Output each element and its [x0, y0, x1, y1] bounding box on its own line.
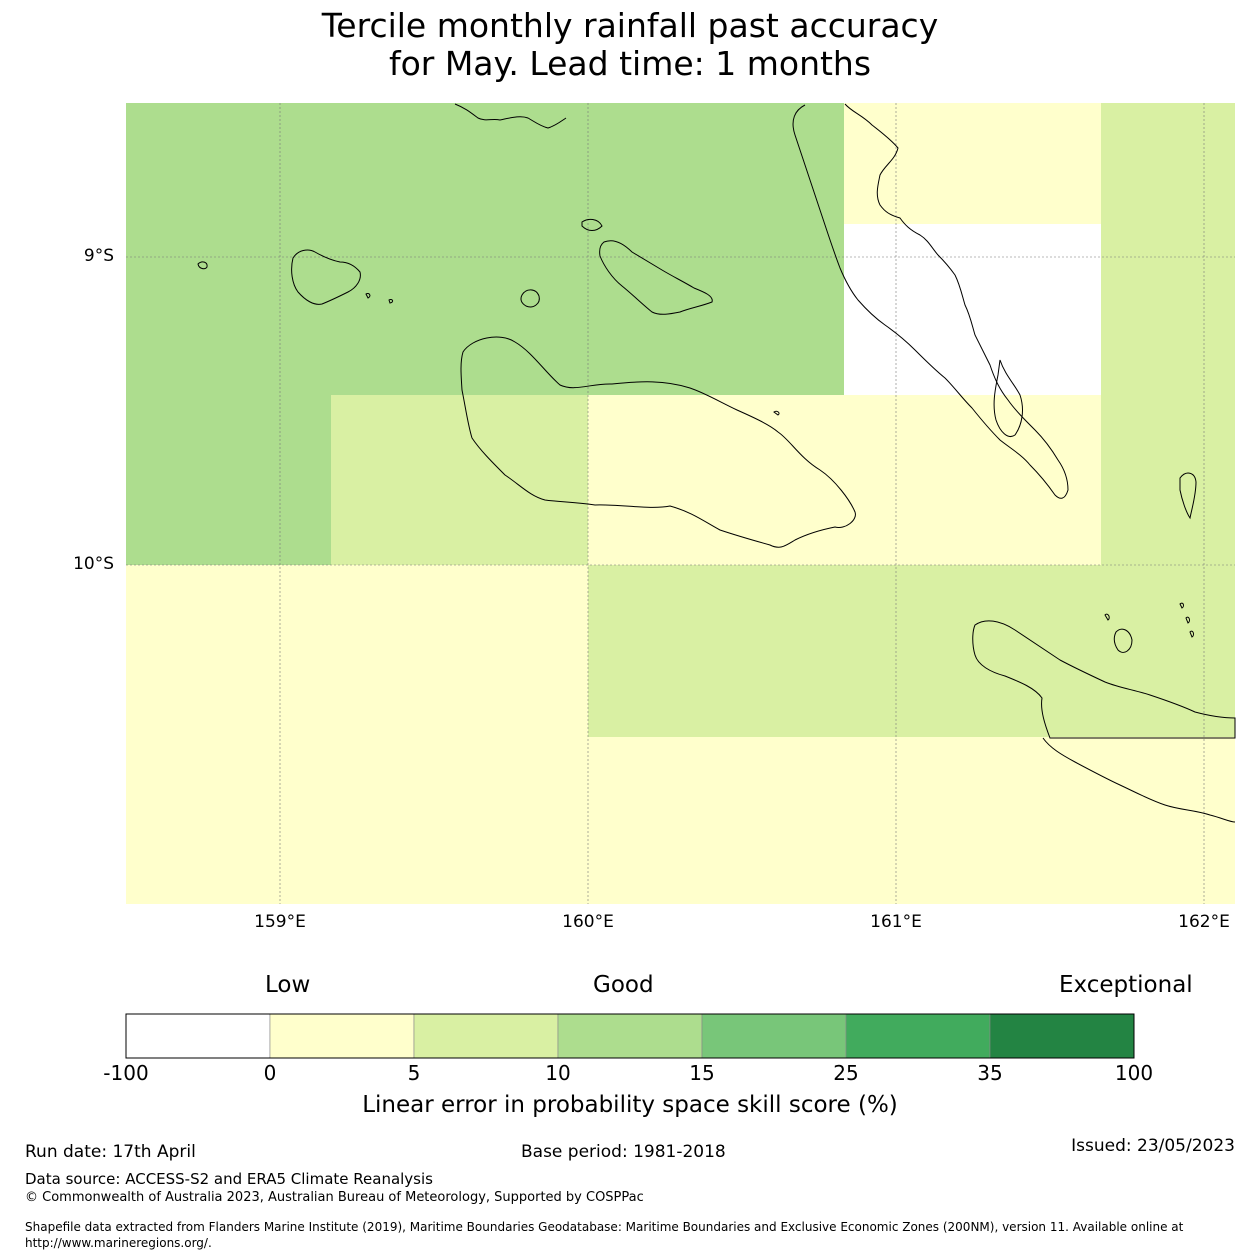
lon-label-162e: 162°E — [1178, 912, 1230, 932]
guadalcanal-coast — [460, 336, 856, 548]
cell-south-lightgreen — [588, 565, 1235, 737]
colorbar-tick-35: 35 — [977, 1061, 1003, 1085]
russell-islet-3 — [388, 298, 394, 304]
islet-c — [1185, 616, 1190, 624]
cell-se-yellow — [588, 737, 1235, 904]
coastlines — [197, 103, 1236, 823]
shapefile-credit-line2: http://www.marineregions.org/. — [25, 1236, 212, 1250]
map-title-line1: Tercile monthly rainfall past accuracy — [321, 6, 939, 45]
colorbar-tick-5: 5 — [407, 1061, 421, 1085]
map-title-line2: for May. Lead time: 1 months — [388, 44, 872, 83]
colorbar-header-low: Low — [265, 972, 311, 998]
sikaiana-islet — [1179, 472, 1197, 520]
colorbar-header-good: Good — [593, 972, 654, 998]
cell-ne-yellow — [844, 103, 1101, 224]
lat-label-9s: 9°S — [83, 246, 114, 266]
savo-island-coast — [520, 289, 540, 308]
florida-islands-main — [599, 240, 713, 315]
gridlines — [126, 103, 1235, 904]
islet-a — [1104, 613, 1110, 621]
colorbar-label: Linear error in probability space skill … — [362, 1092, 898, 1118]
cell-mid-lightgreen — [331, 395, 588, 565]
malaita-south-coast — [993, 359, 1023, 437]
colorbar-tick-10: 10 — [545, 1061, 571, 1085]
base-period: Base period: 1981-2018 — [521, 1142, 726, 1162]
colorbar-tick-25: 25 — [833, 1061, 859, 1085]
cell-west-green — [126, 103, 331, 565]
isabel-coast — [454, 103, 567, 129]
florida-islands-coast — [581, 218, 603, 231]
russell-islet-2 — [365, 293, 371, 299]
colorbar-tick-100: 100 — [1114, 1061, 1154, 1085]
colorbar-tick-15: 15 — [689, 1061, 715, 1085]
russell-islands-coast — [291, 249, 361, 305]
colorbar-header-exceptional: Exceptional — [1059, 972, 1193, 998]
islet-e — [773, 410, 780, 416]
makira-coast — [972, 620, 1236, 739]
shapefile-credit-line1: Shapefile data extracted from Flanders M… — [25, 1220, 1184, 1234]
issued-date: Issued: 23/05/2023 — [1071, 1136, 1235, 1156]
colorbar-tick-minus100: -100 — [103, 1061, 149, 1085]
ulawa-islet — [1113, 628, 1133, 653]
islet-d — [1189, 630, 1194, 638]
cell-sw-yellow — [126, 565, 588, 904]
data-source: Data source: ACCESS-S2 and ERA5 Climate … — [25, 1170, 433, 1188]
makira-south-coast — [1042, 737, 1236, 823]
colorbar-tick-0: 0 — [263, 1061, 277, 1085]
cell-ne-white — [844, 224, 1101, 395]
lon-label-160e: 160°E — [562, 912, 614, 932]
cell-east-lightgreen — [1101, 103, 1235, 565]
russell-islet-1 — [197, 261, 208, 270]
cell-mid-yellow — [588, 395, 1101, 565]
cell-north-green — [331, 103, 844, 395]
skill-cells — [126, 103, 1235, 904]
lat-label-10s: 10°S — [73, 554, 114, 574]
lon-label-161e: 161°E — [870, 912, 922, 932]
lon-label-159e: 159°E — [254, 912, 306, 932]
islet-b — [1179, 602, 1184, 609]
run-date: Run date: 17th April — [25, 1142, 196, 1162]
copyright: © Commonwealth of Australia 2023, Austra… — [25, 1190, 644, 1205]
malaita-coast — [792, 103, 1069, 499]
